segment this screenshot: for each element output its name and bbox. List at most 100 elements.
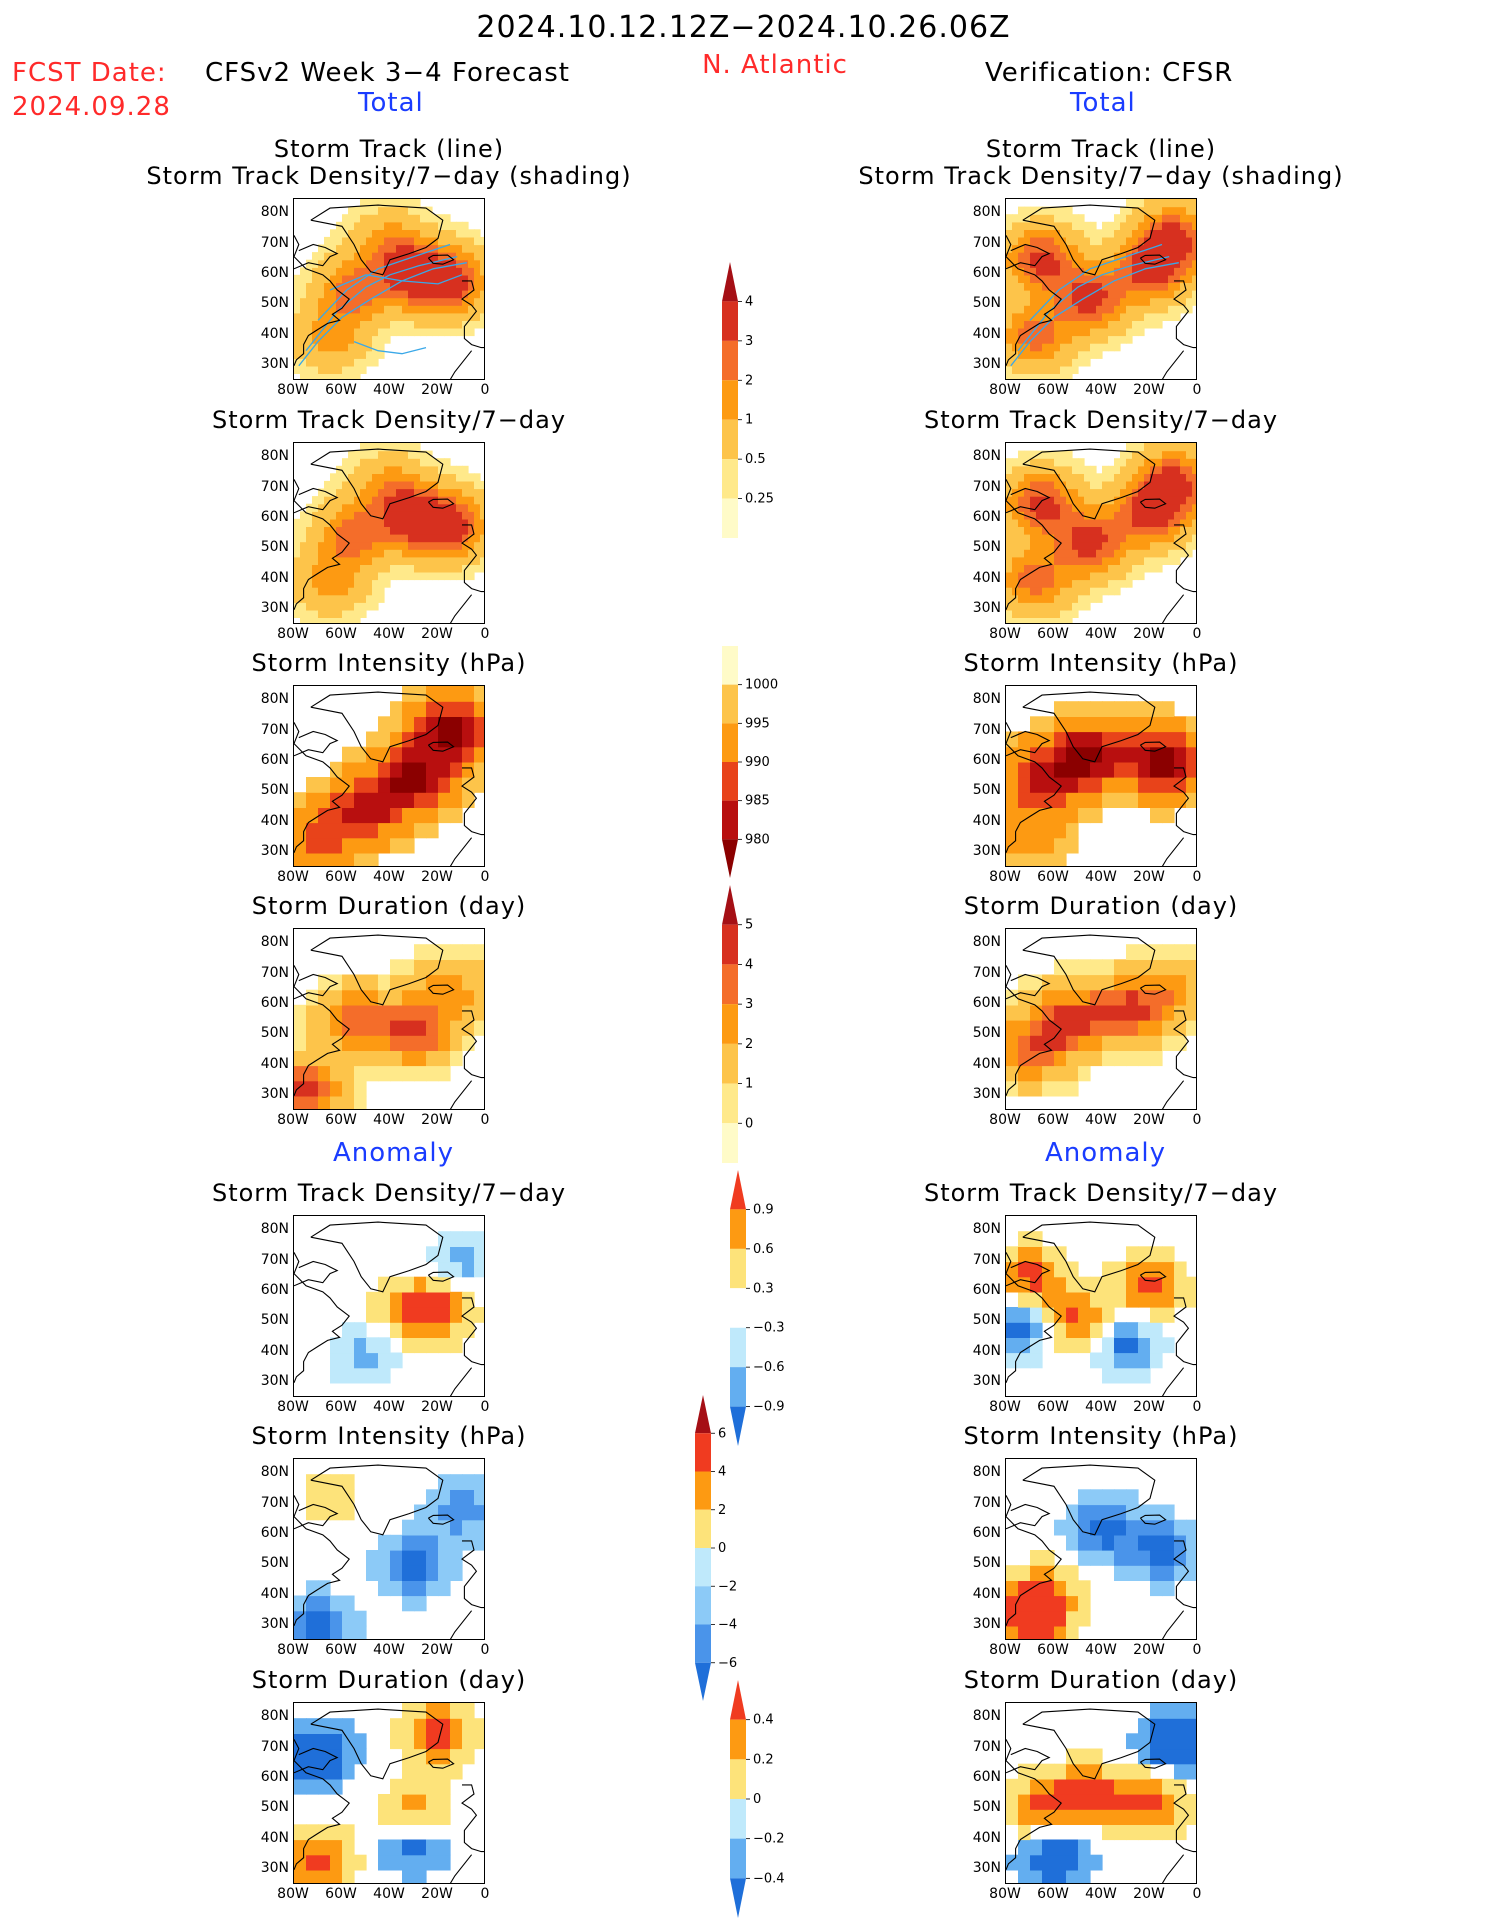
- y-tick-label: 40N: [972, 1585, 1001, 1602]
- x-tick-label: 40W: [1085, 1399, 1117, 1415]
- y-tick-label: 70N: [972, 478, 1001, 495]
- x-tick-label: 20W: [421, 626, 453, 642]
- y-tick-label: 80N: [972, 691, 1001, 708]
- x-tick-label: 80W: [277, 869, 309, 885]
- duration-colorbar: 5 4 3 2 1 0: [722, 885, 753, 1163]
- y-tick-label: 60N: [972, 1524, 1001, 1541]
- y-tick-label: 70N: [972, 721, 1001, 738]
- x-tick-label: 40W: [1085, 1642, 1117, 1658]
- forecast-density-anom-field: [294, 1221, 484, 1396]
- duration_anom-colorbar-label: −0.4: [753, 1871, 785, 1886]
- y-tick-label: 30N: [260, 1859, 289, 1876]
- x-tick-label: 0: [480, 1886, 490, 1902]
- verif-track-field: [1006, 199, 1196, 379]
- x-tick-label: 20W: [1133, 1886, 1165, 1902]
- x-tick-label: 40W: [1085, 626, 1117, 642]
- y-tick-label: 30N: [260, 1372, 289, 1389]
- y-tick-label: 30N: [260, 1615, 289, 1632]
- verif-duration-anom-map: [1005, 1702, 1197, 1884]
- x-tick-label: 40W: [373, 626, 405, 642]
- intensity_anom-colorbar-label: −2: [718, 1579, 737, 1594]
- intensity_anom-colorbar-label: 6: [718, 1426, 726, 1441]
- y-tick-label: 50N: [260, 782, 289, 799]
- x-tick-label: 80W: [989, 1886, 1021, 1902]
- x-tick-label: 0: [1192, 382, 1202, 398]
- y-tick-label: 30N: [972, 842, 1001, 859]
- y-tick-label: 70N: [260, 1251, 289, 1268]
- forecast-duration-map: [293, 928, 485, 1110]
- density_anom-colorbar-label: −0.6: [753, 1360, 785, 1375]
- right-total-label: Total: [1070, 88, 1136, 118]
- y-tick-label: 50N: [260, 1025, 289, 1042]
- verif-intensity-map: [1005, 685, 1197, 867]
- y-tick-label: 70N: [260, 1738, 289, 1755]
- duration_anom-colorbar-label: 0.4: [753, 1713, 774, 1728]
- duration-colorbar-label: 5: [745, 918, 753, 933]
- verif-density-anom-title: Storm Track Density/7−day: [923, 1179, 1279, 1207]
- x-tick-label: 0: [1192, 869, 1202, 885]
- y-tick-label: 80N: [972, 448, 1001, 465]
- verif-duration-title: Storm Duration (day): [963, 892, 1239, 920]
- y-tick-label: 70N: [260, 721, 289, 738]
- left-total-label: Total: [358, 88, 424, 118]
- x-tick-label: 80W: [277, 1112, 309, 1128]
- y-tick-label: 60N: [972, 508, 1001, 525]
- model-title: CFSv2 Week 3−4 Forecast: [205, 58, 570, 88]
- x-tick-label: 60W: [325, 1112, 357, 1128]
- x-tick-label: 60W: [325, 626, 357, 642]
- duration_anom-colorbar-label: 0.2: [753, 1752, 774, 1767]
- density-colorbar: 4 3 2 1 0.5 0.25: [722, 262, 774, 538]
- x-tick-label: 60W: [325, 869, 357, 885]
- y-tick-label: 40N: [972, 1342, 1001, 1359]
- y-tick-label: 30N: [972, 1615, 1001, 1632]
- fcst-date-value: 2024.09.28: [12, 92, 171, 122]
- verif-duration-anom-field: [1006, 1703, 1196, 1883]
- forecast-density-map: [293, 442, 485, 624]
- duration-colorbar-label: 2: [745, 1037, 753, 1052]
- x-tick-label: 80W: [277, 1399, 309, 1415]
- y-tick-label: 30N: [260, 355, 289, 372]
- x-tick-label: 80W: [989, 382, 1021, 398]
- y-tick-label: 70N: [972, 1494, 1001, 1511]
- x-tick-label: 40W: [1085, 1886, 1117, 1902]
- x-tick-label: 60W: [1037, 382, 1069, 398]
- verification-title: Verification: CFSR: [985, 58, 1234, 88]
- x-tick-label: 60W: [1037, 869, 1069, 885]
- x-tick-label: 40W: [373, 1112, 405, 1128]
- verif-track-title: Storm Track Density/7−day (shading): [858, 162, 1344, 190]
- forecast-track-title: Storm Track Density/7−day (shading): [146, 162, 632, 190]
- intensity-colorbar-label: 990: [745, 755, 770, 770]
- density_anom-colorbar-label: 0.6: [753, 1242, 774, 1257]
- y-tick-label: 40N: [972, 1055, 1001, 1072]
- intensity_anom-colorbar-label: 0: [718, 1541, 726, 1556]
- x-tick-label: 20W: [1133, 382, 1165, 398]
- intensity-colorbar-label: 980: [745, 832, 770, 847]
- x-tick-label: 20W: [421, 1112, 453, 1128]
- intensity_anom-colorbar-label: −4: [718, 1618, 737, 1633]
- x-tick-label: 0: [480, 869, 490, 885]
- y-tick-label: 50N: [972, 1312, 1001, 1329]
- x-tick-label: 20W: [421, 1399, 453, 1415]
- x-tick-label: 60W: [325, 1886, 357, 1902]
- y-tick-label: 50N: [260, 1799, 289, 1816]
- forecast-duration-anom-map: [293, 1702, 485, 1884]
- verif-density-title: Storm Track Density/7−day: [923, 406, 1279, 434]
- x-tick-label: 80W: [989, 1642, 1021, 1658]
- y-tick-label: 70N: [260, 964, 289, 981]
- x-tick-label: 20W: [421, 382, 453, 398]
- y-tick-label: 60N: [260, 1768, 289, 1785]
- x-tick-label: 60W: [325, 1399, 357, 1415]
- intensity_anom-colorbar-label: −6: [718, 1656, 737, 1671]
- verif-intensity-title: Storm Intensity (hPa): [963, 649, 1239, 677]
- x-tick-label: 80W: [277, 1886, 309, 1902]
- x-tick-label: 40W: [373, 382, 405, 398]
- forecast-density-anom-map: [293, 1215, 485, 1397]
- x-tick-label: 0: [1192, 1886, 1202, 1902]
- y-tick-label: 50N: [972, 295, 1001, 312]
- x-tick-label: 20W: [421, 869, 453, 885]
- y-tick-label: 70N: [972, 1738, 1001, 1755]
- density_anom-colorbar-label: −0.3: [753, 1321, 785, 1336]
- x-tick-label: 20W: [1133, 1112, 1165, 1128]
- y-tick-label: 50N: [972, 1555, 1001, 1572]
- verif-density-map: [1005, 442, 1197, 624]
